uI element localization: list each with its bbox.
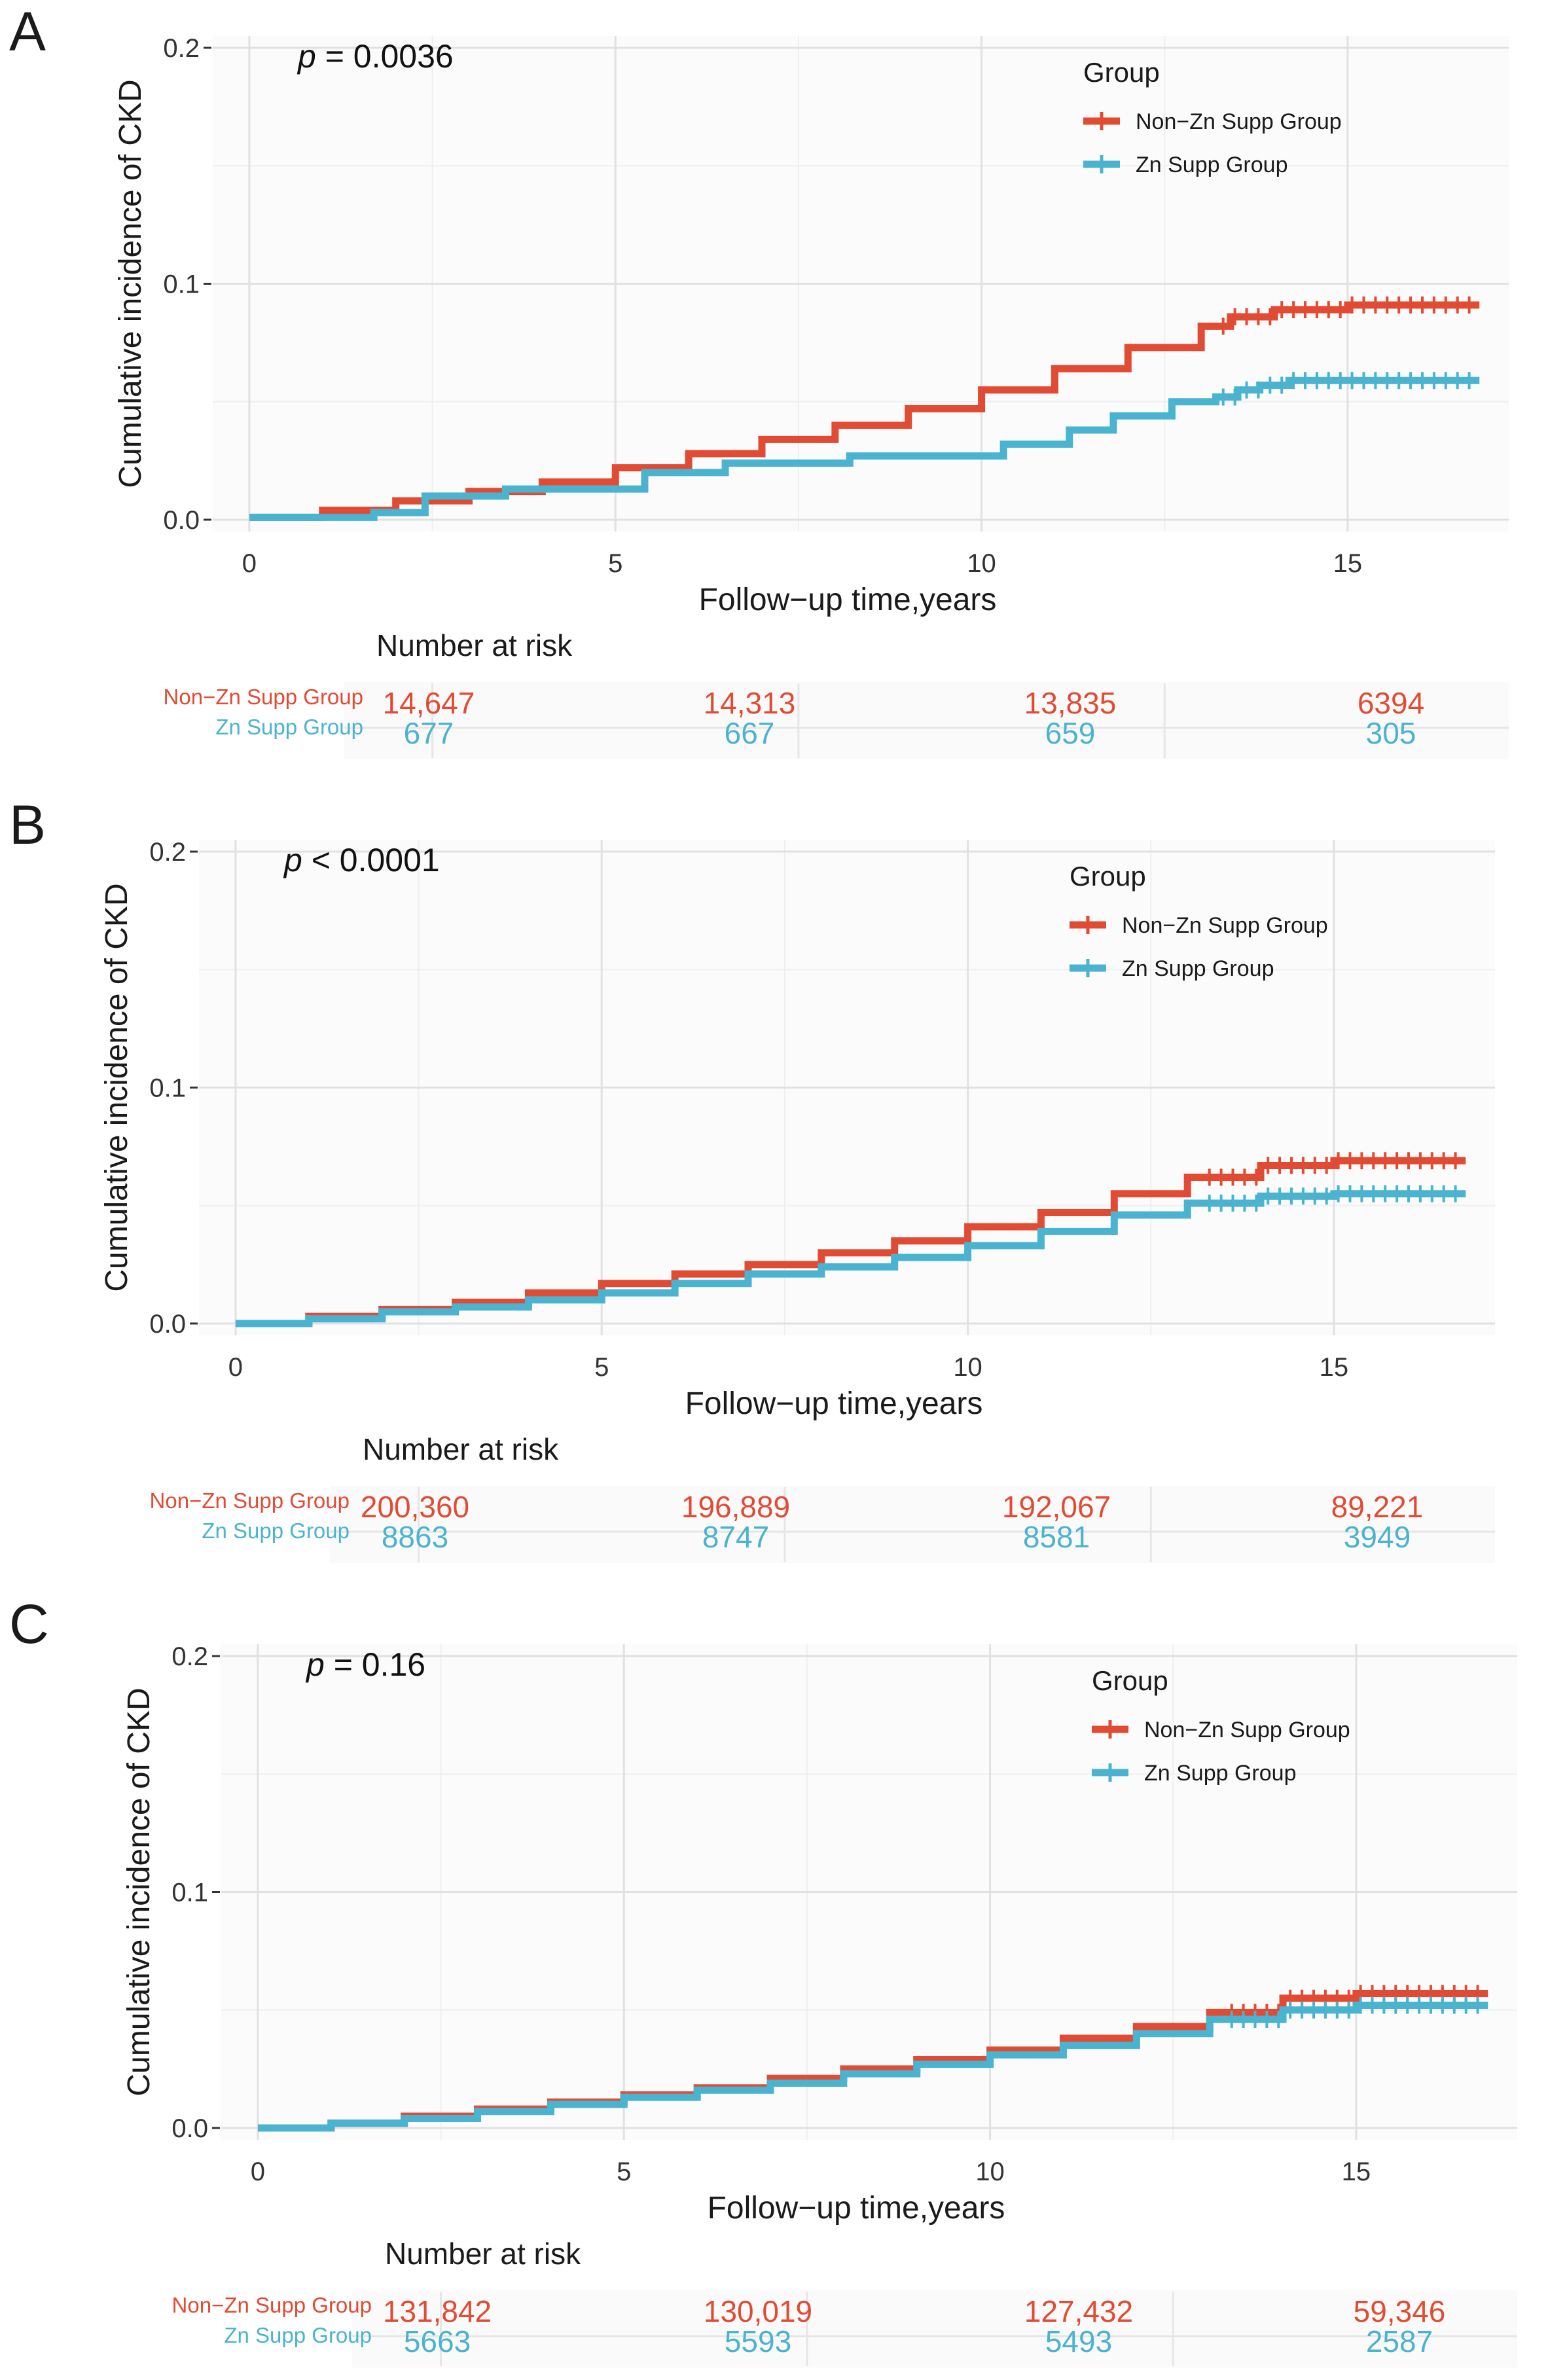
risk-table-title: Number at risk xyxy=(385,2237,581,2271)
p-symbol: p xyxy=(283,842,302,878)
x-tick-label: 15 xyxy=(1342,2157,1371,2186)
p-value: p = 0.0036 xyxy=(297,38,454,75)
km-curve-zn xyxy=(249,376,1480,521)
legend-title: Group xyxy=(1070,861,1146,892)
x-tick-label: 5 xyxy=(608,549,622,578)
legend-label: Zn Supp Group xyxy=(1122,956,1274,981)
y-tick-label: 0.1 xyxy=(149,1074,186,1103)
panel-letter: A xyxy=(9,1,46,62)
risk-value: 14,313 xyxy=(704,686,796,720)
legend-title: Group xyxy=(1092,1665,1168,1696)
risk-value: 14,647 xyxy=(383,686,475,720)
risk-value: 13,835 xyxy=(1024,686,1117,720)
y-axis-title: Cumulative incidence of CKD xyxy=(113,79,148,488)
x-tick-label: 15 xyxy=(1320,1353,1349,1382)
risk-value: 200,360 xyxy=(361,1490,469,1524)
p-value-text: = 0.16 xyxy=(325,1646,425,1683)
p-value: p = 0.16 xyxy=(305,1646,425,1683)
risk-value: 5593 xyxy=(725,2324,791,2358)
p-symbol: p xyxy=(305,1646,325,1683)
x-tick-label: 0 xyxy=(228,1353,243,1382)
km-chart-b: 0.0 0.1 0.2 0 5 10 15 Cumulative incidence of C… xyxy=(99,838,1495,1563)
risk-row-label: Zn Supp Group xyxy=(202,1519,350,1543)
risk-row-label: Non−Zn Supp Group xyxy=(164,685,363,709)
y-tick-label: 0.0 xyxy=(163,506,200,535)
legend-label: Zn Supp Group xyxy=(1144,1761,1296,1786)
risk-table-title: Number at risk xyxy=(376,628,573,662)
km-chart-a: 0.0 0.1 0.2 0 5 10 15 Cumulative incidence of C… xyxy=(113,34,1509,759)
km-curve-zn xyxy=(257,2002,1488,2132)
y-tick-label: 0.2 xyxy=(163,34,200,63)
x-axis-title: Follow−up time,years xyxy=(708,2191,1005,2226)
legend-label: Zn Supp Group xyxy=(1136,153,1287,177)
x-tick-label: 10 xyxy=(953,1353,982,1382)
legend-title: Group xyxy=(1083,57,1160,88)
risk-value: 659 xyxy=(1045,716,1096,750)
x-tick-label: 5 xyxy=(594,1353,609,1382)
p-value-text: < 0.0001 xyxy=(302,842,440,878)
risk-row-label: Zn Supp Group xyxy=(224,2323,372,2347)
y-axis-title: Cumulative incidence of CKD xyxy=(122,1687,156,2096)
risk-row-label: Non−Zn Supp Group xyxy=(150,1488,350,1513)
risk-value: 667 xyxy=(725,716,775,750)
x-tick-label: 0 xyxy=(251,2157,265,2186)
x-axis-title: Follow−up time,years xyxy=(685,1386,983,1421)
risk-value: 131,842 xyxy=(383,2294,492,2328)
panel-b: B 0.0 0.1 0.2 0 5 10 15 Cumulative incidence of… xyxy=(0,794,1548,1604)
risk-value: 8747 xyxy=(702,1520,769,1554)
risk-value: 2587 xyxy=(1366,2324,1433,2358)
y-tick-label: 0.2 xyxy=(171,1642,208,1671)
risk-value: 127,432 xyxy=(1024,2294,1133,2328)
y-tick-label: 0.1 xyxy=(171,1879,208,1907)
x-tick-label: 10 xyxy=(967,549,996,578)
risk-row-label: Zn Supp Group xyxy=(215,715,363,739)
risk-value: 6394 xyxy=(1358,686,1424,720)
km-curve-zn xyxy=(235,1190,1466,1327)
panel-a: A 0.0 0.1 0.2 0 5 10 15 Cumulative incidence of… xyxy=(0,0,1548,800)
legend-label: Non−Zn Supp Group xyxy=(1122,913,1328,938)
risk-value: 305 xyxy=(1366,716,1416,750)
km-chart-c: 0.0 0.1 0.2 0 5 10 15 Cumulative incidence of C… xyxy=(122,1642,1517,2368)
risk-table-bg xyxy=(330,1486,1495,1563)
y-tick-label: 0.0 xyxy=(171,2114,208,2143)
y-tick-label: 0.1 xyxy=(163,270,200,299)
risk-table-bg xyxy=(344,682,1509,759)
risk-value: 3949 xyxy=(1344,1520,1411,1554)
y-tick-label: 0.0 xyxy=(149,1310,186,1339)
x-tick-label: 0 xyxy=(242,549,257,578)
risk-value: 8581 xyxy=(1023,1520,1090,1554)
risk-value: 5493 xyxy=(1045,2324,1112,2358)
risk-value: 8863 xyxy=(382,1520,448,1554)
panel-c: C 0.0 0.1 0.2 0 5 10 15 Cumulative incidence of… xyxy=(0,1593,1548,2380)
p-symbol: p xyxy=(297,38,316,75)
panel-letter: B xyxy=(9,794,46,856)
p-value-text: = 0.0036 xyxy=(316,38,454,75)
x-tick-label: 10 xyxy=(975,2157,1005,2186)
legend-label: Non−Zn Supp Group xyxy=(1136,109,1342,134)
panel-letter: C xyxy=(9,1593,49,1655)
risk-value: 5663 xyxy=(404,2324,471,2358)
risk-row-label: Non−Zn Supp Group xyxy=(172,2293,372,2317)
legend-label: Non−Zn Supp Group xyxy=(1144,1718,1350,1742)
risk-value: 196,889 xyxy=(681,1490,790,1524)
risk-table-bg xyxy=(352,2290,1517,2368)
x-axis-title: Follow−up time,years xyxy=(699,583,997,617)
p-value: p < 0.0001 xyxy=(283,842,440,878)
x-tick-label: 5 xyxy=(617,2157,631,2186)
y-tick-label: 0.2 xyxy=(149,838,186,867)
x-tick-label: 15 xyxy=(1333,549,1363,578)
y-axis-title: Cumulative incidence of CKD xyxy=(99,883,134,1291)
risk-table-title: Number at risk xyxy=(363,1432,559,1466)
risk-value: 130,019 xyxy=(704,2294,812,2328)
risk-value: 192,067 xyxy=(1002,1490,1111,1524)
risk-value: 89,221 xyxy=(1331,1490,1424,1524)
risk-value: 677 xyxy=(404,716,454,750)
risk-value: 59,346 xyxy=(1354,2294,1446,2328)
